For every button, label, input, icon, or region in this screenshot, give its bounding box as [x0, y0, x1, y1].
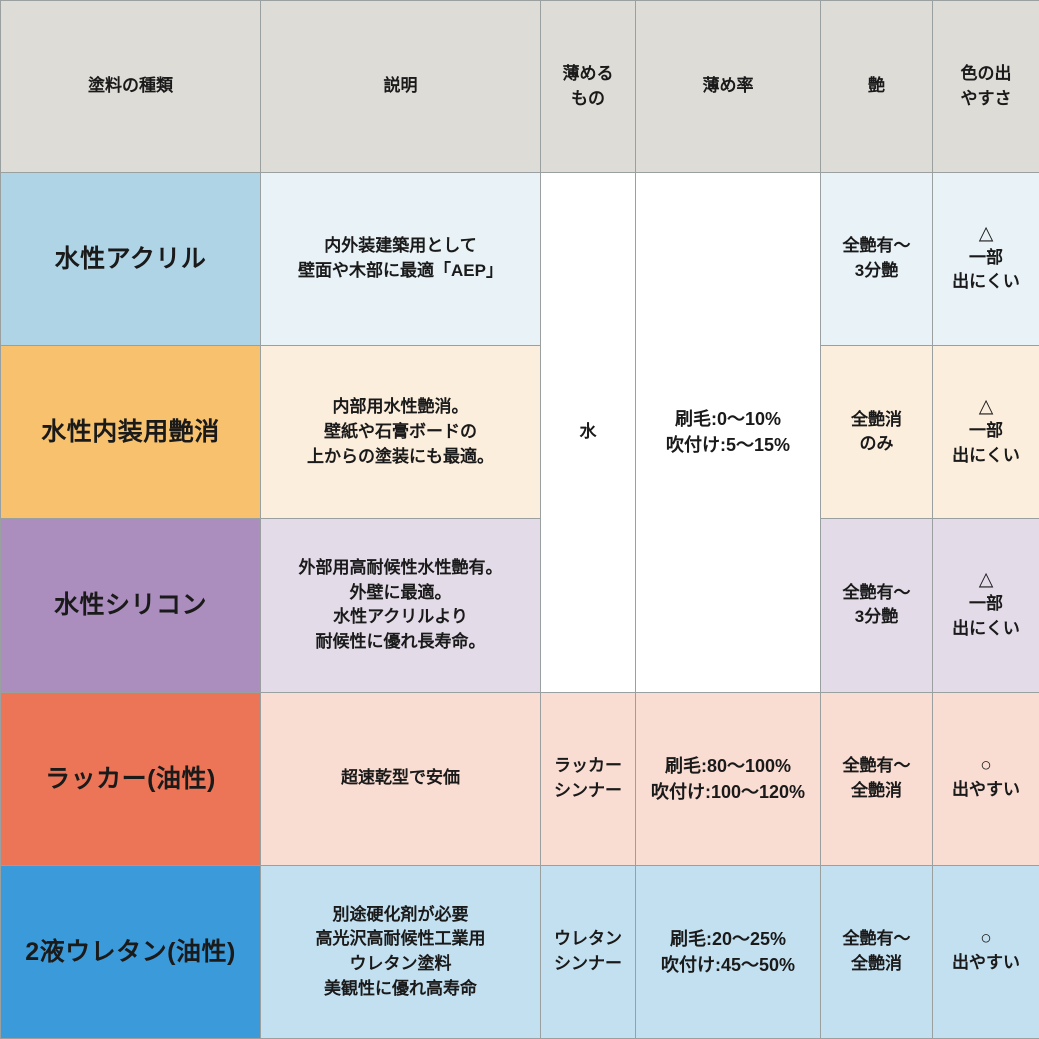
desc-line: 壁紙や石膏ボードの — [324, 421, 477, 441]
gloss-line: 3分艶 — [854, 261, 899, 281]
header-ease-line1: 色の出 — [960, 63, 1012, 83]
cell-description: 別途硬化剤が必要 高光沢高耐候性工業用 ウレタン塗料 美観性に優れ高寿命 — [260, 864, 541, 1039]
table-row: 水性内装用艶消 内部用水性艶消。 壁紙や石膏ボードの 上からの塗装にも最適。 全… — [0, 345, 1039, 520]
cell-gloss: 全艶有〜 全艶消 — [820, 864, 933, 1039]
cell-gloss: 全艶消 のみ — [820, 345, 933, 520]
desc-line: 高光沢高耐候性工業用 — [315, 929, 486, 949]
gloss-line: 全艶消 — [851, 780, 902, 800]
ease-line: 一部 — [969, 594, 1003, 614]
gloss-line: 全艶有〜 — [842, 582, 911, 602]
cell-description: 外部用高耐候性水性艶有。 外壁に最適。 水性アクリルより 耐候性に優れ長寿命。 — [260, 518, 541, 693]
gloss-line: 全艶消 — [851, 409, 902, 429]
desc-line: 壁面や木部に最適「AEP」 — [298, 261, 503, 281]
header-row: 塗料の種類 説明 薄める もの 薄め率 艶 色の出 やすさ — [0, 0, 1039, 173]
rate-line: 吹付け:5〜15% — [665, 435, 791, 456]
ease-mark-circle-icon: ○ — [980, 754, 992, 776]
desc-line: 外部用高耐候性水性艶有。 — [298, 558, 503, 578]
cell-dilution-rate-water-merged: 刷毛:0〜10% 吹付け:5〜15% — [635, 172, 821, 693]
desc-line: 内外装建築用として — [324, 236, 477, 256]
cell-description: 超速乾型で安価 — [260, 691, 541, 866]
table-row: 水性シリコン 外部用高耐候性水性艶有。 外壁に最適。 水性アクリルより 耐候性に… — [0, 518, 1039, 693]
column-header-description: 説明 — [260, 0, 541, 173]
thinner-line: ラッカー — [554, 756, 622, 776]
rate-line: 吹付け:100〜120% — [650, 781, 806, 802]
cell-color-ease: △ 一部 出にくい — [932, 345, 1039, 520]
desc-line: 美観性に優れ高寿命 — [324, 978, 477, 998]
cell-paint-type: 水性内装用艶消 — [0, 345, 261, 520]
cell-color-ease: ○ 出やすい — [932, 864, 1039, 1039]
desc-line: 外壁に最適。 — [349, 582, 452, 602]
cell-thinner: ウレタン シンナー — [540, 864, 636, 1039]
cell-gloss: 全艶有〜 3分艶 — [820, 518, 933, 693]
rate-line: 刷毛:20〜25% — [669, 928, 787, 949]
table-row: 2液ウレタン(油性) 別途硬化剤が必要 高光沢高耐候性工業用 ウレタン塗料 美観… — [0, 864, 1039, 1039]
header-thinner-line2: もの — [571, 88, 605, 108]
cell-color-ease: △ 一部 出にくい — [932, 171, 1039, 347]
cell-gloss: 全艶有〜 3分艶 — [820, 171, 933, 347]
gloss-line: 3分艶 — [854, 607, 899, 627]
gloss-line: 全艶有〜 — [842, 929, 911, 949]
table-header: 塗料の種類 説明 薄める もの 薄め率 艶 色の出 やすさ — [0, 0, 1039, 173]
table-row: ラッカー(油性) 超速乾型で安価 ラッカー シンナー 刷毛:80〜100% 吹付… — [0, 691, 1039, 866]
ease-mark-circle-icon: ○ — [980, 928, 992, 950]
desc-line: 上からの塗装にも最適。 — [307, 446, 494, 466]
header-ease-line2: やすさ — [960, 88, 1012, 108]
ease-line: 一部 — [969, 247, 1003, 267]
rate-line: 刷毛:80〜100% — [664, 755, 792, 776]
ease-line: 出にくい — [952, 272, 1020, 292]
cell-color-ease: △ 一部 出にくい — [932, 518, 1039, 693]
thinner-line: ウレタン — [554, 929, 622, 949]
ease-mark-triangle-icon: △ — [978, 223, 994, 245]
ease-mark-triangle-icon: △ — [978, 396, 994, 418]
desc-line: 耐候性に優れ長寿命。 — [315, 632, 486, 652]
gloss-line: 全艶有〜 — [842, 756, 911, 776]
cell-color-ease: ○ 出やすい — [932, 691, 1039, 866]
column-header-gloss: 艶 — [820, 0, 933, 173]
gloss-line: 全艶有〜 — [842, 236, 911, 256]
cell-paint-type: ラッカー(油性) — [0, 691, 261, 866]
desc-line: 別途硬化剤が必要 — [332, 904, 469, 924]
ease-line: 出やすい — [952, 952, 1020, 972]
cell-paint-type: 2液ウレタン(油性) — [0, 864, 261, 1039]
table-body: 水性アクリル 内外装建築用として 壁面や木部に最適「AEP」 水 刷毛:0〜10… — [0, 171, 1039, 1039]
cell-dilution-rate: 刷毛:20〜25% 吹付け:45〜50% — [635, 864, 821, 1039]
ease-line: 出やすい — [952, 779, 1020, 799]
column-header-dilution-rate: 薄め率 — [635, 0, 821, 173]
rate-line: 刷毛:0〜10% — [674, 409, 782, 430]
column-header-color-ease: 色の出 やすさ — [932, 0, 1039, 173]
desc-line: 水性アクリルより — [333, 607, 468, 627]
table-row: 水性アクリル 内外装建築用として 壁面や木部に最適「AEP」 水 刷毛:0〜10… — [0, 171, 1039, 693]
cell-dilution-rate: 刷毛:80〜100% 吹付け:100〜120% — [635, 691, 821, 866]
cell-paint-type: 水性シリコン — [0, 518, 261, 693]
cell-gloss: 全艶有〜 全艶消 — [820, 691, 933, 866]
ease-line: 出にくい — [952, 618, 1020, 638]
cell-paint-type: 水性アクリル — [0, 171, 261, 347]
cell-description: 内外装建築用として 壁面や木部に最適「AEP」 — [260, 171, 541, 347]
desc-line: 内部用水性艶消。 — [332, 397, 469, 417]
column-header-thinner: 薄める もの — [540, 0, 636, 173]
thinner-line: シンナー — [554, 953, 622, 973]
ease-line: 出にくい — [952, 445, 1020, 465]
ease-line: 一部 — [969, 421, 1003, 441]
cell-description: 内部用水性艶消。 壁紙や石膏ボードの 上からの塗装にも最適。 — [260, 345, 541, 520]
gloss-line: のみ — [859, 434, 894, 454]
cell-thinner-water-merged: 水 — [540, 172, 636, 693]
ease-mark-triangle-icon: △ — [978, 569, 994, 591]
cell-thinner: ラッカー シンナー — [540, 691, 636, 866]
thinner-line: シンナー — [554, 780, 622, 800]
column-header-paint-type: 塗料の種類 — [0, 0, 261, 173]
header-thinner-line1: 薄める — [562, 63, 614, 83]
desc-line: ウレタン塗料 — [349, 953, 452, 973]
gloss-line: 全艶消 — [851, 953, 902, 973]
rate-line: 吹付け:45〜50% — [660, 954, 796, 975]
